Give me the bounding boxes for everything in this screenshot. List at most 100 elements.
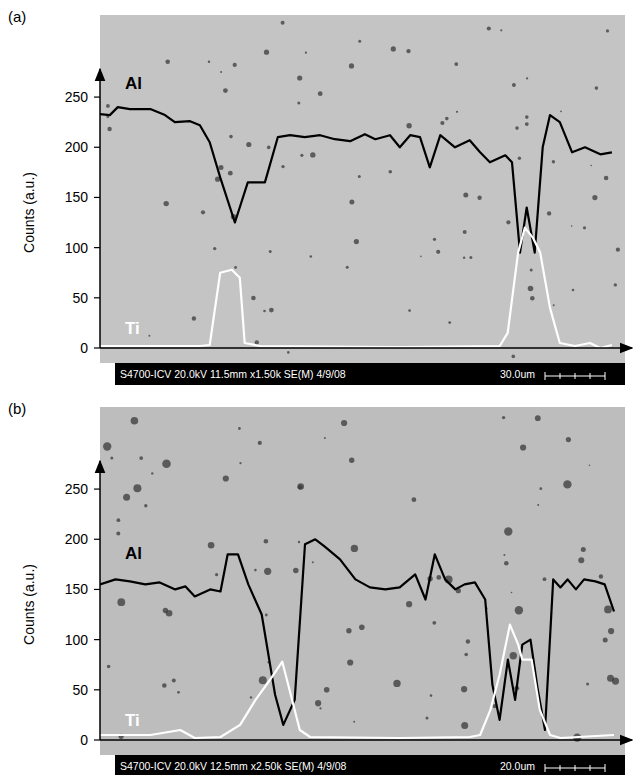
pore [297, 483, 304, 490]
pore [106, 104, 110, 108]
pore [238, 427, 241, 430]
pore [265, 614, 268, 617]
pore [436, 575, 441, 580]
pore [319, 707, 321, 709]
pore [208, 61, 210, 63]
pore [525, 122, 529, 126]
pore [250, 696, 252, 698]
pore [448, 321, 451, 324]
series-line [100, 625, 614, 738]
pore [133, 484, 141, 492]
pore [315, 700, 321, 706]
pore [592, 195, 597, 200]
figure: S4700-ICV 20.0kV 11.5mm x1.50k SE(M) 4/9… [0, 0, 640, 775]
pore [515, 606, 523, 614]
series-label: Ti [125, 319, 140, 338]
pore [603, 637, 608, 642]
pore [604, 176, 609, 181]
y-tick-label: 0 [80, 340, 88, 356]
y-axis [99, 69, 101, 348]
pore [510, 652, 517, 659]
pore [412, 497, 417, 502]
pore [464, 653, 468, 657]
pore [165, 59, 170, 64]
y-tick [94, 247, 100, 248]
micrograph [100, 407, 625, 755]
pore [525, 115, 529, 119]
y-tick [94, 488, 100, 489]
pore [269, 250, 272, 253]
pore [391, 46, 396, 51]
y-tick-label: 200 [65, 531, 89, 547]
panel: S4700-ICV 20.0kV 12.5mm x2.50k SE(M) 4/9… [8, 400, 632, 775]
pore [264, 568, 271, 575]
pore [436, 250, 440, 254]
pore [312, 561, 314, 563]
panel-label: (a) [8, 8, 26, 25]
pore [228, 171, 233, 176]
pore [219, 165, 224, 170]
y-tick-label: 50 [72, 682, 88, 698]
pore [148, 335, 150, 337]
pore [502, 416, 505, 419]
scale-bar [545, 372, 605, 380]
pore [177, 691, 180, 694]
pore [234, 266, 237, 269]
pore [172, 678, 176, 682]
pore [349, 199, 354, 204]
info-text: S4700-ICV 20.0kV 12.5mm x2.50k SE(M) 4/9… [120, 760, 347, 772]
y-tick-label: 250 [65, 481, 89, 497]
pore [201, 210, 205, 214]
pore [552, 160, 555, 163]
pore [526, 77, 528, 79]
pore [586, 683, 589, 686]
pore [511, 592, 513, 594]
pore [346, 266, 349, 269]
y-axis-title: Counts (a.u.) [21, 172, 37, 253]
pore [583, 226, 586, 229]
pore [107, 127, 111, 131]
pore [107, 665, 111, 669]
pore [123, 494, 130, 501]
y-tick-label: 0 [80, 732, 88, 748]
pore [420, 256, 422, 258]
pore [393, 680, 400, 687]
pore [572, 289, 575, 292]
pore [408, 309, 411, 312]
pore [310, 152, 315, 157]
pore [563, 480, 571, 488]
micrograph [100, 15, 625, 363]
pore [246, 142, 251, 147]
pore [223, 475, 229, 481]
pore [358, 175, 361, 178]
pore [581, 547, 586, 552]
pore [454, 62, 458, 66]
pore [604, 606, 612, 614]
pore [264, 50, 269, 55]
pore [504, 527, 512, 535]
pore [297, 102, 300, 105]
pore [539, 487, 542, 490]
y-tick [94, 197, 100, 198]
x-axis [100, 347, 632, 349]
pore [440, 121, 444, 125]
pore [466, 639, 470, 643]
pore [164, 201, 169, 206]
pore [251, 296, 256, 301]
pore [463, 230, 467, 234]
y-axis [99, 461, 101, 740]
pore [461, 722, 468, 729]
pore [426, 717, 429, 720]
pore [608, 628, 614, 634]
pore [208, 542, 215, 549]
pore [512, 83, 516, 87]
pore [258, 441, 262, 445]
pore [144, 504, 147, 507]
pore [359, 624, 365, 630]
scale-text: 30.0um [500, 368, 535, 380]
pore [264, 539, 269, 544]
pore [166, 610, 173, 617]
pore [346, 628, 351, 633]
pore [287, 351, 290, 354]
pore [229, 135, 233, 139]
